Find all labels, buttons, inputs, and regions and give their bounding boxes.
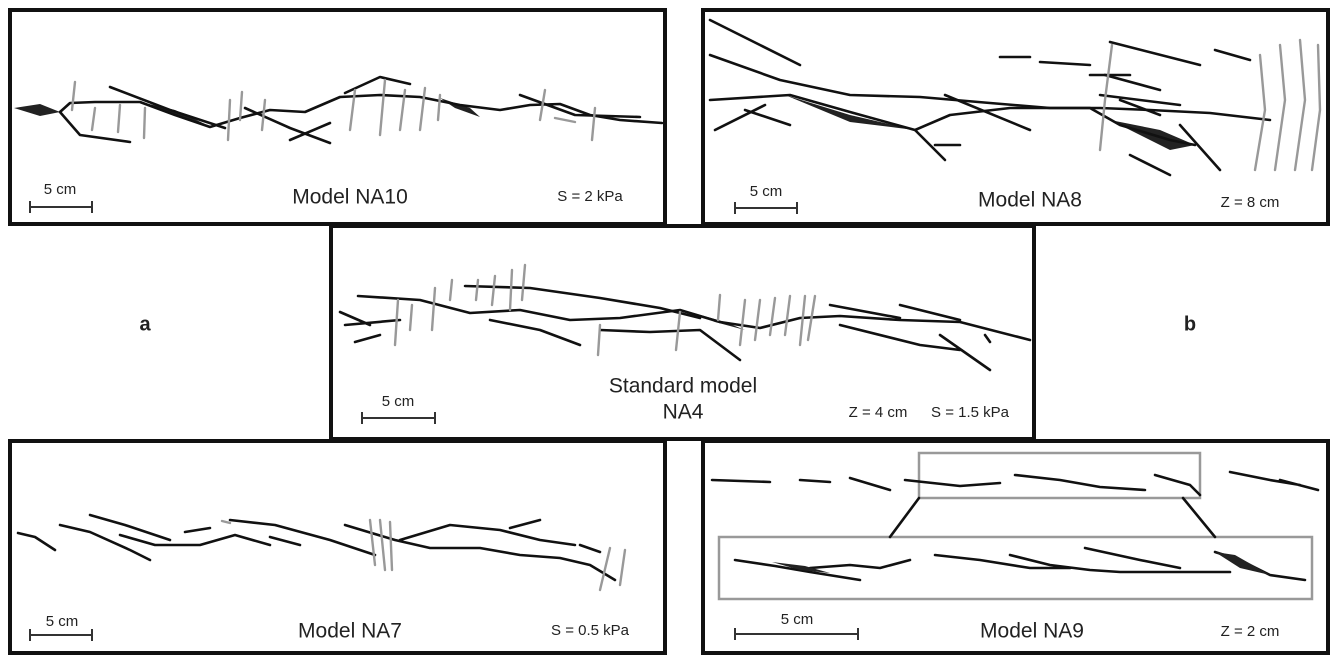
fault-sketch	[710, 451, 1320, 601]
scale-label: 5 cm	[750, 183, 783, 200]
scale-label: 5 cm	[46, 613, 79, 630]
panel-parameter: Z = 4 cm	[849, 404, 908, 421]
fault-sketch	[16, 513, 627, 592]
panel-title: Standard model	[609, 375, 757, 398]
panel-letter: a	[139, 313, 151, 335]
panel-parameter: S = 0.5 kPa	[551, 622, 630, 639]
panel-title: NA4	[663, 401, 704, 424]
panel-title: Model NA9	[980, 620, 1084, 643]
panel-title: Model NA8	[978, 189, 1082, 212]
scale-label: 5 cm	[44, 181, 77, 198]
panel-letter: b	[1184, 313, 1196, 335]
fault-sketch	[338, 263, 1032, 372]
panel-frame	[329, 224, 1036, 441]
panel-title: Model NA7	[298, 620, 402, 643]
fault-sketch	[708, 18, 1322, 177]
panel-parameter: S = 2 kPa	[557, 188, 623, 205]
panel-frame	[701, 8, 1330, 226]
scale-label: 5 cm	[781, 611, 814, 628]
panel-parameter: S = 1.5 kPa	[931, 404, 1010, 421]
scale-bar	[29, 201, 859, 641]
scale-label: 5 cm	[382, 393, 415, 410]
panel-frame	[8, 439, 667, 655]
panel-parameter: Z = 2 cm	[1221, 623, 1280, 640]
fault-sketch	[14, 75, 664, 145]
panel-parameter: Z = 8 cm	[1221, 194, 1280, 211]
panel-title: Model NA10	[292, 186, 408, 209]
